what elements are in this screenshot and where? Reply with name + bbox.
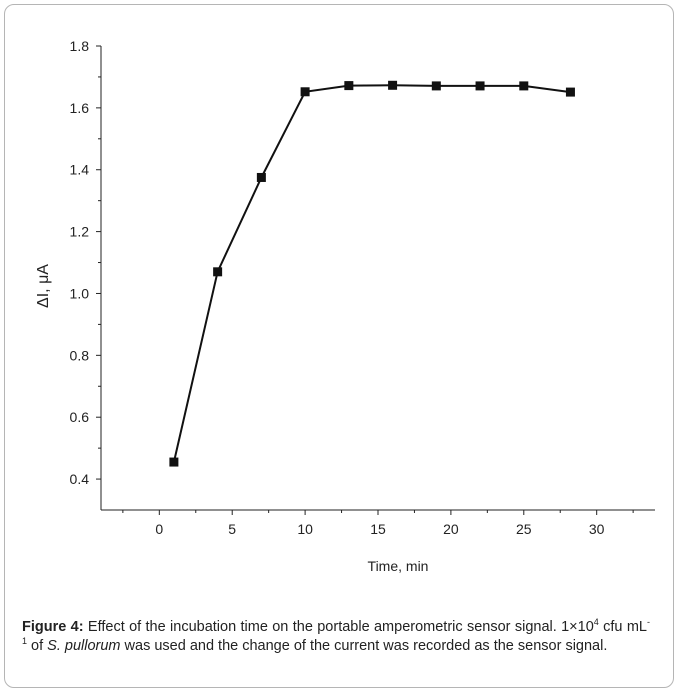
data-point — [431, 81, 441, 91]
x-tick-label: 25 — [516, 521, 532, 537]
data-point — [565, 87, 575, 97]
y-axis-label: ΔI, μA — [35, 264, 52, 308]
x-tick-label: 5 — [228, 521, 236, 537]
figure-frame — [4, 4, 674, 688]
data-point — [388, 80, 398, 90]
y-tick-label: 0.4 — [70, 471, 90, 487]
caption-label: Figure 4: — [22, 619, 84, 635]
series-line — [172, 84, 571, 463]
data-point — [169, 457, 179, 467]
caption-text-3: of — [27, 638, 48, 654]
caption-text-4: was used and the change of the current w… — [120, 638, 608, 654]
caption-text-2: cfu mL — [598, 619, 647, 635]
data-point — [213, 267, 223, 277]
y-tick-label: 1.6 — [70, 100, 90, 116]
line-chart: 0.4 0.6 0.8 1.0 1.2 1.4 1.6 1.8 0 5 10 15 20 25 30 Tim… — [35, 38, 655, 574]
x-axis-label: Time, min — [368, 558, 429, 574]
y-tick-label: 0.8 — [70, 347, 90, 363]
caption-sup-2: -1 — [22, 617, 650, 647]
y-tick-label: 1.2 — [70, 224, 90, 240]
x-tick-label: 15 — [370, 521, 386, 537]
x-tick-label: 0 — [155, 521, 163, 537]
caption-text-1: Effect of the incubation time on the por… — [83, 619, 594, 635]
chart-series — [169, 80, 575, 467]
data-point — [475, 81, 485, 91]
data-point — [519, 81, 529, 91]
x-tick-label: 20 — [443, 521, 459, 537]
y-tick-label: 0.6 — [70, 409, 90, 425]
figure-caption: Figure 4: Effect of the incubation time … — [22, 618, 650, 656]
chart-axes — [100, 46, 655, 511]
caption-sup-1: 4 — [593, 617, 599, 628]
x-tick-label: 30 — [589, 521, 605, 537]
data-point — [344, 81, 354, 91]
x-tick-label: 10 — [297, 521, 313, 537]
y-tick-label: 1.0 — [70, 285, 90, 301]
caption-species: S. pullorum — [47, 638, 121, 654]
data-point — [300, 87, 310, 97]
y-tick-label: 1.8 — [70, 38, 90, 54]
y-tick-label: 1.4 — [70, 162, 90, 178]
data-point — [256, 172, 266, 182]
chart-ticks: 0.4 0.6 0.8 1.0 1.2 1.4 1.6 1.8 0 5 10 15 20 25 30 — [70, 38, 634, 537]
